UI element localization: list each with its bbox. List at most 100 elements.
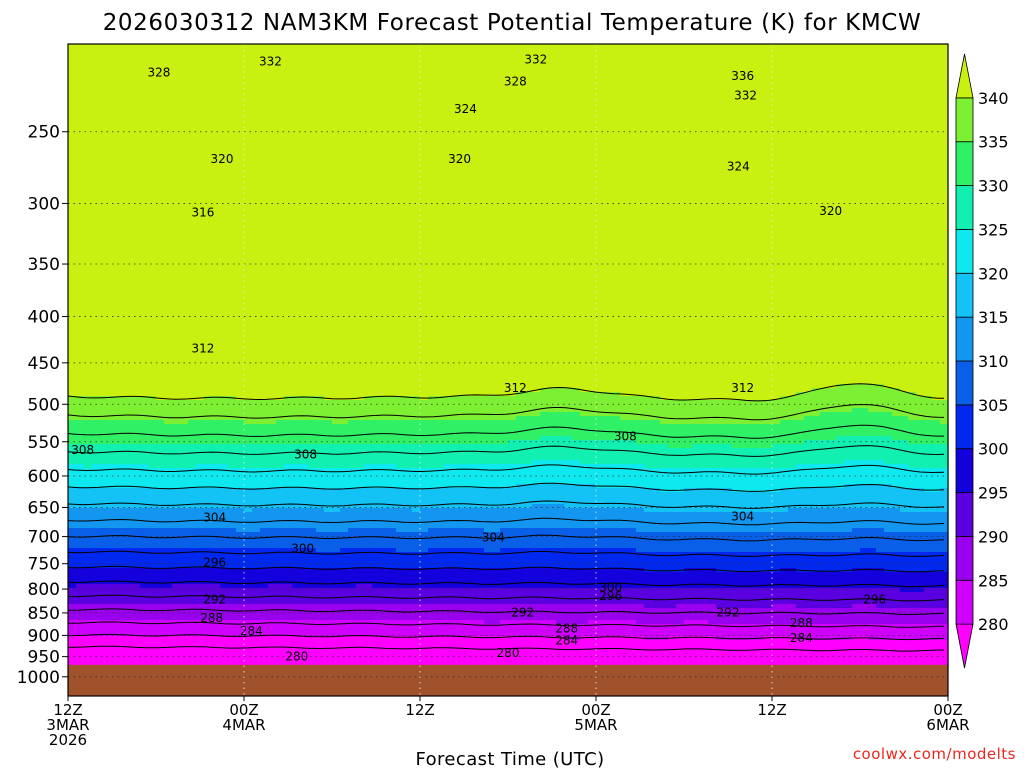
colorbar-swatch xyxy=(956,142,973,186)
colorbar-swatch xyxy=(956,317,973,361)
contour-label: 284 xyxy=(554,633,580,648)
contour-label: 320 xyxy=(209,151,235,166)
contour-label: 280 xyxy=(284,649,310,664)
contour-label-text: 304 xyxy=(203,511,226,525)
contour-label-text: 292 xyxy=(203,592,226,606)
colorbar-label: 280 xyxy=(978,615,1009,634)
contour-label-text: 320 xyxy=(819,204,842,218)
contour-label-text: 308 xyxy=(71,443,94,457)
contour-label-text: 284 xyxy=(240,624,263,638)
contour-label-text: 328 xyxy=(504,74,527,88)
colorbar-label: 330 xyxy=(978,177,1009,196)
contour-label: 292 xyxy=(510,604,536,619)
contour-label: 284 xyxy=(238,623,264,638)
plot-area: 328 332 328 332 324 336 332 324 320 320 316 320 312 3… xyxy=(68,44,949,696)
y-tick-label: 800 xyxy=(28,580,60,600)
contour-label-text: 336 xyxy=(731,69,754,83)
x-tick-label: 6MAR xyxy=(926,716,969,734)
colorbar-swatch xyxy=(956,229,973,273)
contour-label-text: 292 xyxy=(717,605,740,619)
temperature-fill-bands xyxy=(68,44,949,669)
colorbar-label: 315 xyxy=(978,308,1009,327)
contour-label-text: 288 xyxy=(200,611,223,625)
contour-label: 328 xyxy=(146,64,172,79)
contour-label-text: 324 xyxy=(454,102,477,116)
contour-label-text: 324 xyxy=(727,159,750,173)
contour-label: 296 xyxy=(202,555,228,570)
y-tick-label: 300 xyxy=(28,194,60,214)
contour-label-text: 296 xyxy=(203,556,226,570)
contour-label: 304 xyxy=(202,510,228,525)
colorbar-swatch xyxy=(956,405,973,449)
contour-label: 324 xyxy=(452,101,478,116)
y-tick-label: 450 xyxy=(28,354,60,374)
contour-label-text: 316 xyxy=(191,205,214,219)
contour-label-text: 296 xyxy=(863,593,886,607)
contour-label-text: 308 xyxy=(294,447,317,461)
contour-label: 304 xyxy=(730,508,756,523)
x-tick-label: 5MAR xyxy=(574,716,617,734)
colorbar-label: 300 xyxy=(978,440,1009,459)
contour-label: 296 xyxy=(598,588,624,603)
contour-label: 308 xyxy=(612,429,638,444)
y-tick-label: 850 xyxy=(28,604,60,624)
y-tick-label: 1000 xyxy=(17,668,60,688)
contour-label: 300 xyxy=(290,541,316,556)
contour-label: 332 xyxy=(257,53,283,68)
contour-label: 296 xyxy=(862,592,888,607)
contour-label-text: 284 xyxy=(555,634,578,648)
contour-label-text: 332 xyxy=(524,52,547,66)
contour-label-text: 332 xyxy=(734,89,757,103)
contour-label-text: 292 xyxy=(511,605,534,619)
contour-label: 292 xyxy=(202,591,228,606)
colorbar-label: 320 xyxy=(978,264,1009,283)
contour-label: 328 xyxy=(502,73,528,88)
colorbar-swatch xyxy=(956,361,973,405)
y-axis: 2503003504004505005506006507007508008509… xyxy=(17,123,68,688)
x-tick-label: 4MAR xyxy=(222,716,265,734)
contour-label-text: 280 xyxy=(497,646,520,660)
x-tick-label: 2026 xyxy=(49,731,87,749)
x-tick-label: 12Z xyxy=(405,701,434,719)
y-tick-label: 900 xyxy=(28,626,60,646)
contour-label-text: 320 xyxy=(211,152,234,166)
contour-label: 320 xyxy=(447,151,473,166)
contour-label: 332 xyxy=(523,51,549,66)
chart-title: 2026030312 NAM3KM Forecast Potential Tem… xyxy=(103,10,922,36)
y-tick-label: 400 xyxy=(28,308,60,328)
contour-label: 316 xyxy=(190,204,216,219)
contour-label: 320 xyxy=(818,203,844,218)
contour-label: 304 xyxy=(480,530,506,545)
contour-label: 288 xyxy=(199,610,225,625)
colorbar-label: 285 xyxy=(978,571,1009,590)
contour-label: 308 xyxy=(293,446,319,461)
contour-label-text: 312 xyxy=(504,381,527,395)
y-tick-label: 550 xyxy=(28,433,60,453)
terrain-ground xyxy=(68,665,948,696)
colorbar-swatch xyxy=(956,273,973,317)
contour-label: 284 xyxy=(788,630,814,645)
contour-label-text: 304 xyxy=(731,509,754,523)
contour-label: 288 xyxy=(788,615,814,630)
colorbar-label: 310 xyxy=(978,352,1009,371)
contour-label-text: 308 xyxy=(614,430,637,444)
contour-label: 336 xyxy=(730,68,756,83)
colorbar-label: 340 xyxy=(978,89,1009,108)
colorbar-label: 290 xyxy=(978,527,1009,546)
colorbar-label: 295 xyxy=(978,484,1009,503)
contour-label-text: 288 xyxy=(790,616,813,630)
colorbar-swatch xyxy=(956,536,973,580)
y-tick-label: 250 xyxy=(28,123,60,143)
contour-label-text: 300 xyxy=(291,542,314,556)
y-tick-label: 700 xyxy=(28,528,60,548)
colorbar-label: 325 xyxy=(978,220,1009,239)
y-tick-label: 950 xyxy=(28,648,60,668)
contour-label: 332 xyxy=(733,88,759,103)
colorbar-swatch xyxy=(956,449,973,493)
y-tick-label: 600 xyxy=(28,467,60,487)
x-tick-label: 12Z xyxy=(757,701,786,719)
colorbar-swatch xyxy=(956,580,973,624)
